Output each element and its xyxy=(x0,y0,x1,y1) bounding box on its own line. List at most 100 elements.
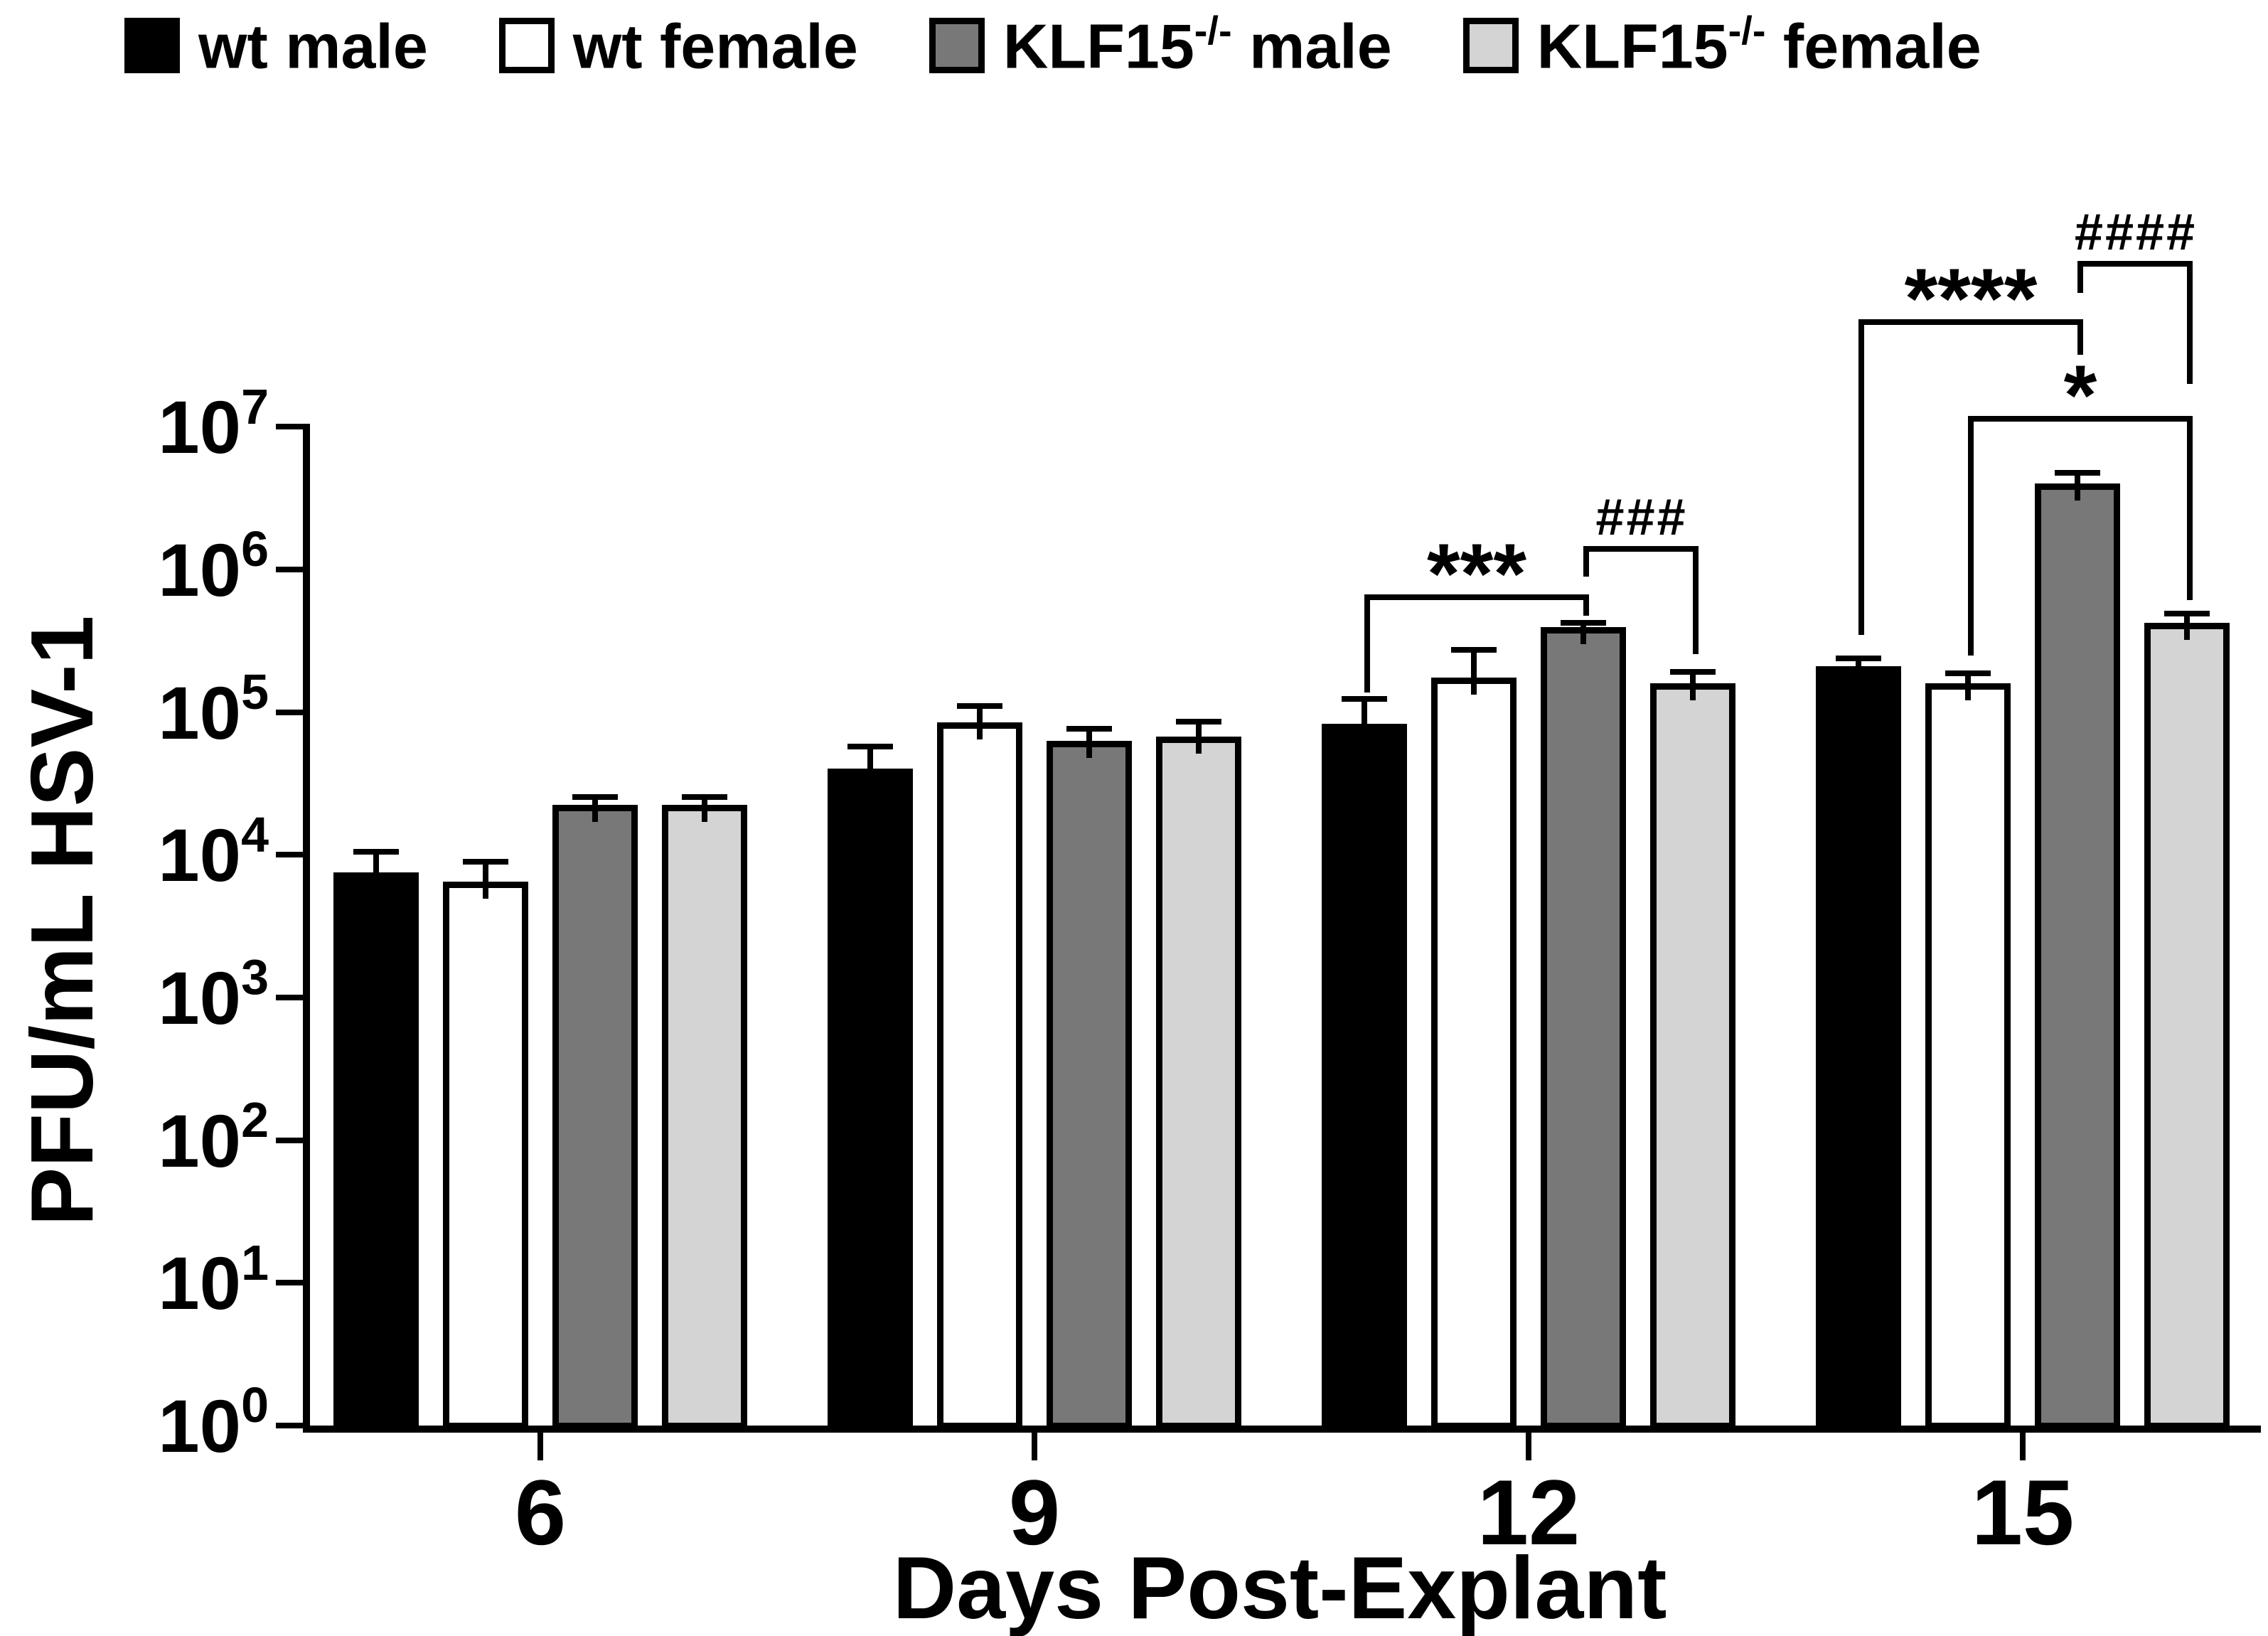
sig-bracket-line xyxy=(1968,416,2193,422)
y-axis-tick-label: 100 xyxy=(158,1377,269,1468)
error-bar-line xyxy=(1362,695,1367,741)
bar xyxy=(552,804,638,1429)
sig-bracket-leg xyxy=(1968,416,1974,656)
error-bar-cap xyxy=(2164,611,2210,617)
error-bar-line xyxy=(483,858,488,899)
y-axis-tick-label: 101 xyxy=(158,1234,269,1326)
bar xyxy=(2035,483,2120,1429)
bar xyxy=(443,881,528,1429)
x-axis-tick-label: 9 xyxy=(1008,1460,1061,1564)
y-axis-tick xyxy=(276,566,304,572)
sig-bracket-leg xyxy=(1583,546,1589,577)
sig-bracket-line xyxy=(1364,594,1589,600)
legend-swatch-wt-male xyxy=(124,17,180,73)
error-bar-line xyxy=(867,744,873,786)
legend-item-wt-male: wt male xyxy=(124,13,428,77)
sig-bracket-line xyxy=(1583,546,1699,552)
error-bar-line xyxy=(1471,647,1477,695)
legend-label-wt-female: wt female xyxy=(572,11,858,82)
y-axis-tick xyxy=(276,1137,304,1143)
error-bar-cap xyxy=(1670,669,1716,675)
legend-item-klf15-female: KLF15-/- female xyxy=(1462,8,1981,82)
error-bar-cap xyxy=(1176,718,1221,725)
y-axis-line xyxy=(303,424,310,1432)
sig-bracket-line xyxy=(2077,261,2193,267)
sig-label: ### xyxy=(1595,489,1687,546)
legend-item-klf15-male: KLF15-/- male xyxy=(929,8,1392,82)
bar xyxy=(1047,741,1132,1429)
error-bar-line xyxy=(1690,669,1696,700)
legend-swatch-klf15-female xyxy=(1462,17,1519,73)
bar xyxy=(828,769,913,1429)
bar xyxy=(1322,723,1407,1429)
error-bar-line xyxy=(1965,670,1971,700)
error-bar-line xyxy=(373,848,379,890)
sig-label: **** xyxy=(1904,251,2038,346)
error-bar-cap xyxy=(1451,647,1497,653)
error-bar-cap xyxy=(682,794,727,801)
sig-bracket-leg xyxy=(1693,546,1699,654)
y-axis-tick xyxy=(276,709,304,715)
bar xyxy=(333,872,419,1429)
sig-label: #### xyxy=(2073,204,2197,261)
sig-bracket-leg xyxy=(1583,594,1589,616)
x-axis-tick xyxy=(537,1431,543,1460)
sig-bracket-leg xyxy=(1858,319,1864,635)
y-axis-tick xyxy=(276,852,304,858)
bar xyxy=(1431,677,1517,1429)
error-bar-cap xyxy=(1836,655,1881,661)
bar xyxy=(662,804,747,1429)
x-axis-line xyxy=(303,1426,2261,1433)
bar xyxy=(2144,623,2230,1429)
sig-bracket-leg xyxy=(2187,416,2193,600)
sig-label: * xyxy=(2063,348,2097,443)
error-bar-cap xyxy=(847,744,893,750)
x-axis-tick-label: 12 xyxy=(1477,1460,1580,1564)
error-bar-cap xyxy=(572,794,618,801)
error-bar-cap xyxy=(1561,620,1606,626)
y-axis-tick-label: 102 xyxy=(158,1091,269,1183)
error-bar-line xyxy=(1086,725,1092,759)
sig-bracket-line xyxy=(1858,319,2083,325)
sig-bracket-leg xyxy=(2077,319,2083,355)
error-bar-cap xyxy=(1066,725,1112,732)
sig-bracket-leg xyxy=(2187,261,2193,384)
error-bar-line xyxy=(2184,611,2190,641)
y-axis-tick xyxy=(276,1423,304,1428)
error-bar-line xyxy=(1196,718,1202,754)
legend-label-wt-male: wt male xyxy=(198,11,428,82)
y-axis-tick xyxy=(276,1280,304,1286)
error-bar-cap xyxy=(957,703,1002,710)
sig-bracket-leg xyxy=(1364,594,1370,693)
x-axis-tick xyxy=(1032,1431,1037,1460)
x-axis-tick-label: 6 xyxy=(514,1460,567,1564)
error-bar-cap xyxy=(1342,695,1387,702)
error-bar-cap xyxy=(1945,670,1991,677)
y-axis-tick-label: 105 xyxy=(158,663,269,755)
error-bar-line xyxy=(2075,469,2080,501)
error-bar-cap xyxy=(353,848,399,855)
error-bar-line xyxy=(1580,620,1586,644)
error-bar-cap xyxy=(463,858,508,865)
x-axis-title: Days Post-Explant xyxy=(892,1539,1667,1636)
bar xyxy=(1925,683,2011,1429)
legend-item-wt-female: wt female xyxy=(498,11,858,82)
error-bar-cap xyxy=(2055,469,2100,476)
legend-swatch-wt-female xyxy=(498,17,555,73)
bar xyxy=(1541,626,1626,1429)
x-axis-tick xyxy=(2020,1431,2026,1460)
sig-label: *** xyxy=(1426,526,1527,621)
bar xyxy=(1156,736,1241,1429)
y-axis-tick xyxy=(276,424,304,430)
bar xyxy=(1650,683,1735,1429)
error-bar-line xyxy=(1856,655,1861,683)
y-axis-tick-label: 103 xyxy=(158,949,269,1040)
error-bar-line xyxy=(592,794,598,822)
y-axis-tick-label: 104 xyxy=(158,806,269,897)
sig-bracket-leg xyxy=(2077,261,2083,293)
legend-label-klf15-male: KLF15-/- male xyxy=(1002,8,1392,82)
chart-legend: wt male wt female KLF15-/- male KLF15-/-… xyxy=(124,8,1981,82)
y-axis-tick-label: 106 xyxy=(158,520,269,612)
legend-label-klf15-female: KLF15-/- female xyxy=(1536,8,1981,82)
